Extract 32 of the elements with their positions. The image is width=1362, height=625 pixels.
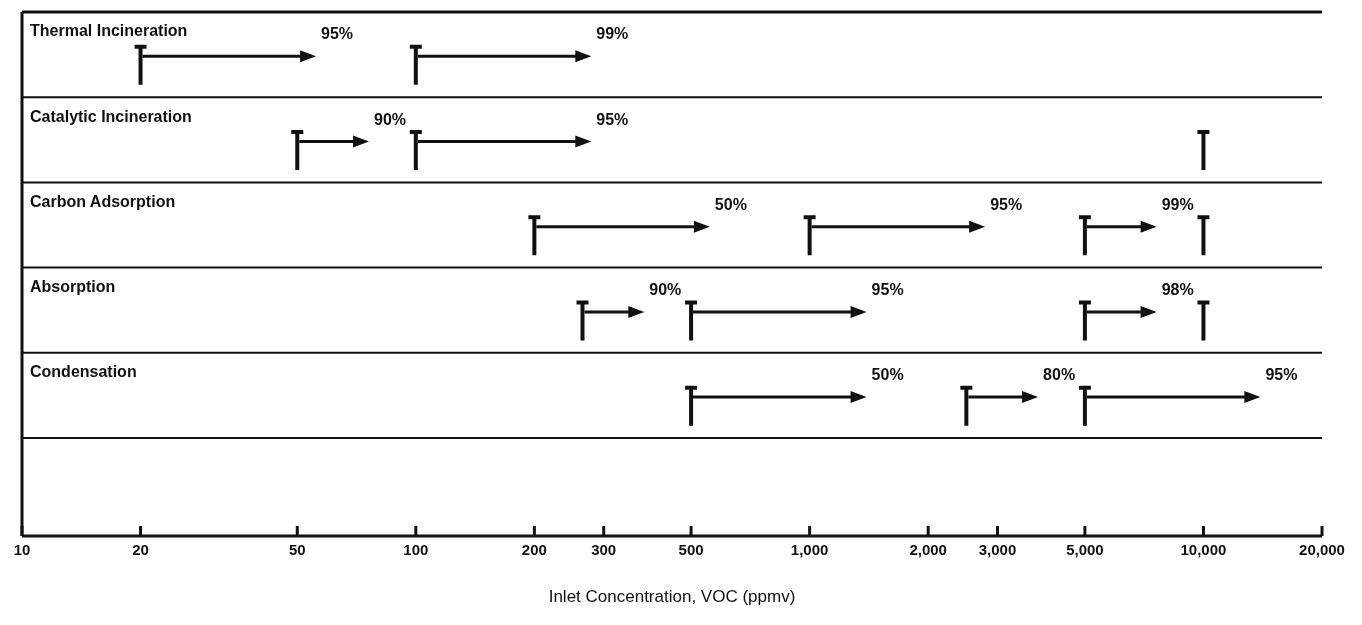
annotation: 95% [871, 280, 904, 298]
x-tick-label: 50 [288, 540, 306, 558]
y-tick-label: Condensation [30, 363, 137, 381]
annotation: 99% [1161, 195, 1194, 213]
annotation: 99% [596, 25, 629, 43]
x-tick-label: 2,000 [909, 540, 947, 558]
annotation: 95% [596, 110, 629, 128]
annotation: 95% [321, 25, 354, 43]
annotation: 90% [649, 280, 682, 298]
annotation: 50% [871, 366, 904, 384]
x-axis-title: Inlet Concentration, VOC (ppmv) [548, 587, 796, 606]
x-tick-label: 100 [403, 540, 429, 558]
x-tick-label: 20,000 [1299, 540, 1345, 558]
y-tick-label: Carbon Adsorption [30, 192, 176, 210]
y-tick-label: Thermal Incineration [30, 22, 188, 40]
x-tick-label: 10,000 [1180, 540, 1227, 558]
x-tick-label: 200 [521, 540, 547, 558]
annotation: 98% [1161, 280, 1194, 298]
x-tick-label: 300 [591, 540, 617, 558]
y-tick-label: Catalytic Incineration [30, 107, 192, 125]
y-tick-label: Absorption [30, 278, 116, 296]
x-tick-label: 3,000 [978, 540, 1017, 558]
annotation: 50% [714, 195, 747, 213]
x-tick-label: 5,000 [1066, 540, 1104, 558]
x-tick-label: 20 [132, 540, 149, 558]
annotation: 90% [374, 110, 407, 128]
x-tick-label: 1,000 [790, 540, 829, 558]
annotation: 95% [1265, 366, 1298, 384]
x-tick-label: 500 [678, 540, 704, 558]
x-tick-label: 10 [13, 540, 31, 558]
annotation: 80% [1043, 366, 1076, 384]
annotation: 95% [990, 195, 1023, 213]
